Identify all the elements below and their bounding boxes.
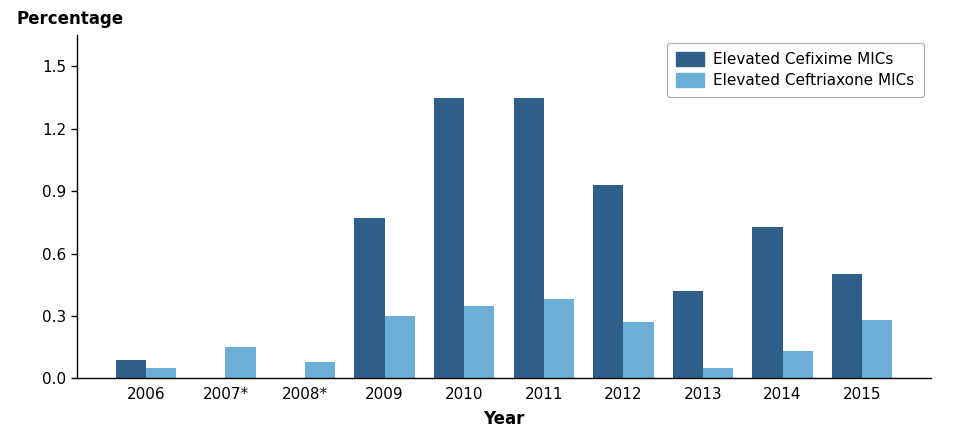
Bar [623,322,654,378]
Bar [832,275,862,378]
Bar [115,359,146,378]
Bar [465,306,494,378]
X-axis label: Year: Year [483,410,525,428]
Bar [354,218,385,378]
Bar [673,291,703,378]
Bar [385,316,415,378]
Bar [543,299,574,378]
Bar [862,320,893,378]
Bar [434,98,465,378]
Text: Percentage: Percentage [17,10,124,28]
Bar [593,185,623,378]
Bar [305,362,335,378]
Legend: Elevated Cefixime MICs, Elevated Ceftriaxone MICs: Elevated Cefixime MICs, Elevated Ceftria… [667,43,924,97]
Bar [753,227,782,378]
Bar [226,347,255,378]
Bar [703,368,733,378]
Bar [782,352,813,378]
Bar [514,98,543,378]
Bar [146,368,176,378]
